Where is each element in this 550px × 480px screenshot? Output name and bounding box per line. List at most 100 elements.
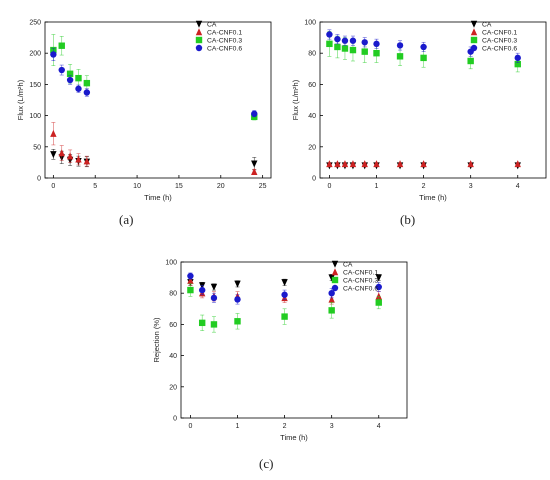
data-point: [375, 299, 382, 306]
series-3: [187, 272, 382, 305]
x-tick-label: 0: [327, 183, 331, 190]
data-point: [210, 283, 218, 291]
y-axis-label: Flux (L/m²h): [16, 79, 25, 120]
data-point: [373, 50, 380, 57]
y-tick-label: 100: [165, 260, 177, 267]
data-point: [420, 54, 427, 62]
series-0: [50, 148, 258, 171]
x-axis-label: Time (h): [280, 433, 308, 442]
y-tick-label: 40: [169, 353, 177, 360]
y-axis-label: Rejection (%): [152, 317, 161, 363]
y-tick-label: 20: [308, 144, 316, 151]
y-tick-label: 40: [308, 113, 316, 120]
data-point: [66, 76, 74, 84]
legend-marker: [331, 276, 339, 284]
data-point: [251, 110, 258, 117]
legend-marker: [331, 284, 339, 292]
data-point: [83, 89, 91, 96]
data-point: [281, 291, 288, 298]
data-point: [361, 48, 368, 55]
x-tick-label: 1: [375, 183, 379, 190]
y-tick-label: 200: [29, 51, 41, 58]
y-tick-label: 100: [29, 113, 41, 120]
x-tick-label: 3: [330, 423, 334, 430]
data-point: [66, 70, 74, 77]
y-tick-label: 20: [169, 384, 177, 391]
y-axis-label: Flux (L/m²h): [291, 79, 300, 120]
data-point: [75, 74, 82, 82]
x-tick-label: 2: [422, 183, 426, 190]
series-2: [187, 283, 382, 333]
series-3: [50, 47, 258, 118]
plot-frame: [180, 261, 408, 419]
legend-label: CA: [482, 22, 492, 29]
data-point: [375, 292, 382, 300]
x-tick-label: 1: [236, 423, 240, 430]
legend-marker: [195, 28, 203, 36]
y-tick-label: 80: [308, 51, 316, 58]
x-tick-label: 25: [259, 183, 267, 190]
y-tick-label: 0: [173, 416, 177, 423]
legend-label: CA-CNF0.6: [343, 286, 378, 293]
series-3: [326, 29, 521, 63]
y-tick-label: 80: [169, 291, 177, 298]
legend-label: CA-CNF0.6: [207, 46, 242, 53]
plot-frame: [44, 21, 272, 179]
data-point: [514, 60, 521, 68]
legend-label: CA: [207, 22, 217, 29]
y-tick-label: 50: [33, 144, 41, 151]
plot-frame: [319, 21, 547, 179]
data-point: [50, 129, 57, 137]
y-tick-label: 0: [312, 176, 316, 183]
legend-marker: [470, 36, 478, 44]
data-point: [326, 40, 333, 48]
data-point: [341, 37, 349, 44]
data-point: [334, 160, 341, 168]
data-point: [251, 167, 258, 175]
x-tick-label: 3: [469, 183, 473, 190]
data-point: [210, 321, 218, 328]
legend-label: CA-CNF0.1: [343, 270, 378, 277]
data-point: [58, 42, 65, 49]
legend-marker: [195, 36, 203, 44]
data-point: [467, 57, 474, 65]
data-point: [396, 42, 404, 49]
legend-label: CA-CNF0.3: [343, 278, 378, 285]
data-point: [50, 151, 57, 159]
x-axis-label: Time (h): [419, 193, 447, 202]
data-point: [234, 280, 241, 288]
data-point: [396, 160, 404, 168]
data-point: [334, 35, 341, 43]
data-point: [514, 160, 521, 168]
data-point: [341, 45, 349, 52]
data-point: [420, 160, 427, 168]
x-tick-label: 0: [188, 423, 192, 430]
legend-label: CA-CNF0.1: [482, 30, 517, 37]
series-1: [50, 122, 258, 175]
x-tick-label: 5: [93, 183, 97, 190]
data-point: [234, 296, 241, 303]
legend-marker: [470, 28, 478, 36]
x-tick-label: 20: [217, 183, 225, 190]
data-point: [396, 53, 404, 60]
y-tick-label: 150: [29, 82, 41, 89]
panel-caption-b: (b): [400, 212, 416, 227]
legend-marker: [470, 20, 478, 28]
data-point: [187, 286, 194, 294]
legend-label: CA: [343, 262, 353, 269]
x-tick-label: 4: [516, 183, 520, 190]
data-point: [361, 160, 368, 168]
panel-caption-c: (c): [259, 456, 274, 471]
data-point: [375, 283, 382, 291]
data-point: [328, 290, 335, 297]
data-point: [75, 155, 82, 163]
legend-marker: [331, 260, 339, 268]
data-point: [281, 279, 288, 287]
data-point: [349, 160, 357, 168]
data-point: [234, 318, 241, 325]
data-point: [326, 31, 333, 38]
data-point: [198, 319, 206, 327]
data-point: [328, 274, 335, 282]
